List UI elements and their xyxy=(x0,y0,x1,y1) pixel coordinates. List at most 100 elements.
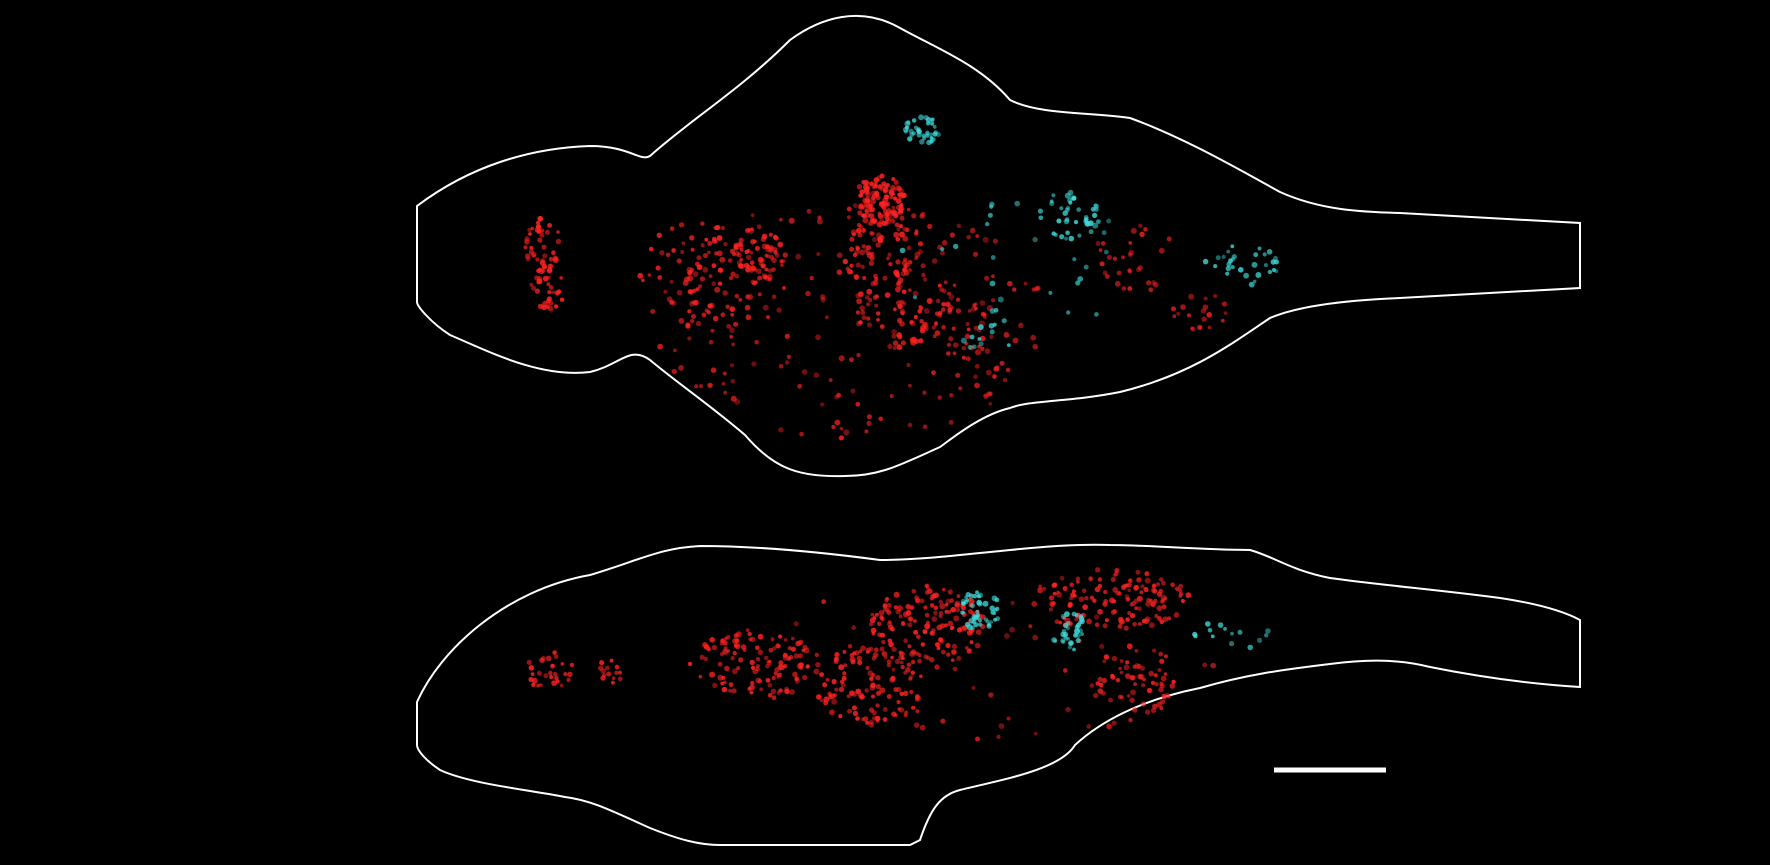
cell-dot xyxy=(1132,622,1137,627)
cell-dot xyxy=(1048,607,1053,612)
cell-dot xyxy=(1076,580,1080,584)
cell-dot xyxy=(1094,312,1099,317)
cell-dot xyxy=(1180,598,1185,604)
cell-dot xyxy=(569,662,575,668)
cell-dot xyxy=(902,267,906,272)
cell-dot xyxy=(1112,573,1117,578)
cell-dot xyxy=(868,719,874,725)
cell-dot xyxy=(687,661,693,667)
cell-dot xyxy=(735,631,742,638)
cell-dot xyxy=(1118,616,1124,623)
cell-dot xyxy=(1158,577,1164,582)
cell-dot xyxy=(966,648,972,654)
cell-dot xyxy=(731,342,736,347)
cell-dot xyxy=(779,259,784,264)
cell-dot xyxy=(911,705,916,710)
cell-dot xyxy=(530,672,535,676)
cell-dot xyxy=(750,279,756,285)
cell-dot xyxy=(809,275,814,281)
cell-dot xyxy=(865,720,870,725)
cell-dot xyxy=(899,231,905,238)
cell-dot xyxy=(909,132,914,137)
cell-dot xyxy=(820,402,825,407)
cell-dot xyxy=(1220,318,1225,323)
cell-dot xyxy=(921,133,927,138)
cell-dot xyxy=(792,671,798,678)
cell-dot xyxy=(956,594,961,598)
cell-dot xyxy=(874,612,879,617)
cell-dot xyxy=(1186,313,1192,318)
cell-dot xyxy=(985,369,992,376)
cell-dot xyxy=(1151,707,1157,714)
cell-dot xyxy=(1251,261,1258,268)
cell-dot xyxy=(965,322,970,327)
cell-dot xyxy=(1062,210,1068,216)
cell-dot xyxy=(1100,241,1106,246)
cell-dot xyxy=(838,686,845,693)
cell-dot xyxy=(909,320,914,325)
cell-dot xyxy=(892,340,899,347)
cell-dot xyxy=(946,652,951,657)
cell-dot xyxy=(815,334,821,341)
cell-dot xyxy=(772,234,778,240)
cell-dot xyxy=(1136,577,1142,583)
cell-dot xyxy=(877,621,882,626)
cell-dot xyxy=(1133,682,1137,686)
cell-dot xyxy=(544,229,550,235)
cell-dot xyxy=(722,371,727,376)
cell-dot xyxy=(878,201,885,208)
cell-dot xyxy=(903,611,909,618)
cell-dot xyxy=(829,709,835,716)
cell-dot xyxy=(749,250,754,255)
cell-dot xyxy=(873,647,879,653)
cell-dot xyxy=(929,603,935,608)
cell-dot xyxy=(888,210,895,217)
cell-dot xyxy=(929,139,934,144)
cell-dot xyxy=(903,264,908,269)
cell-dot xyxy=(890,675,896,682)
cell-dot xyxy=(1128,269,1133,274)
cell-dot xyxy=(535,257,540,262)
cell-dot xyxy=(797,383,803,389)
cell-dot xyxy=(757,649,764,656)
cell-dot xyxy=(1210,662,1216,669)
cell-dot xyxy=(908,675,914,680)
cell-dot xyxy=(1153,673,1158,678)
cell-dot xyxy=(1006,343,1011,347)
cell-dot xyxy=(678,222,685,228)
cell-dot xyxy=(882,212,889,219)
cell-dot xyxy=(898,650,903,655)
cell-dot xyxy=(738,297,743,302)
cell-dot xyxy=(849,246,855,252)
cell-dot xyxy=(975,234,980,239)
cell-dot xyxy=(1210,634,1215,639)
cell-dot xyxy=(761,233,768,240)
cell-dot xyxy=(1098,682,1104,688)
cell-dot xyxy=(879,646,885,652)
cell-dot xyxy=(949,598,955,603)
lateral-brain-outline xyxy=(416,543,1581,846)
cell-dot xyxy=(931,325,936,330)
cell-dot xyxy=(755,667,760,672)
cell-dot xyxy=(903,129,908,134)
cell-dot xyxy=(869,622,873,627)
cell-dot xyxy=(770,688,777,695)
cell-dot xyxy=(813,372,820,379)
cell-dot xyxy=(724,636,728,641)
cell-dot xyxy=(739,248,744,252)
cell-dot xyxy=(873,177,880,183)
cell-dot xyxy=(945,598,952,605)
cell-dot xyxy=(760,258,765,263)
cell-dot xyxy=(872,236,878,243)
cell-dot xyxy=(678,318,685,324)
cell-dot xyxy=(886,256,890,261)
cell-dot xyxy=(952,351,957,356)
cell-dot xyxy=(1076,207,1081,212)
cell-dot xyxy=(905,603,911,610)
cell-dot xyxy=(720,681,725,686)
cell-dot xyxy=(779,217,783,222)
cell-dot xyxy=(849,690,855,696)
cell-dot xyxy=(531,682,536,687)
cell-dot xyxy=(907,260,913,265)
